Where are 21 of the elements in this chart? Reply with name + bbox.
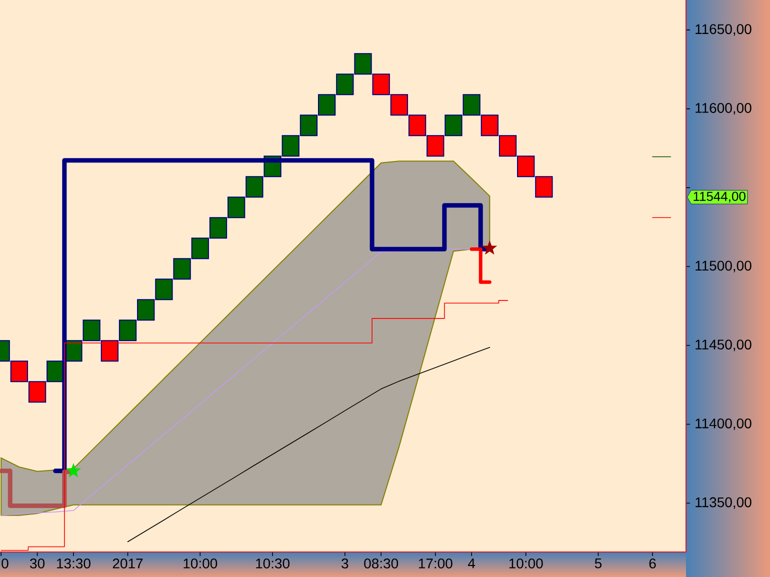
x-tick-label: 10:30 bbox=[256, 558, 290, 568]
line-series bbox=[0, 248, 472, 516]
y-tick-label: 11400,00 bbox=[696, 418, 752, 430]
x-tick-label: 2017 bbox=[112, 558, 143, 568]
x-tick-label: 4 bbox=[468, 558, 476, 568]
x-tick-label: 30 bbox=[30, 558, 45, 568]
y-tick-label: 11600,00 bbox=[696, 103, 752, 115]
x-tick-label: 10:00 bbox=[184, 558, 218, 568]
x-tick-label: 3 bbox=[342, 558, 348, 568]
x-tick-label: 6 bbox=[649, 558, 656, 568]
text: 11544,00 bbox=[694, 192, 746, 202]
y-tick-label: 11350,00 bbox=[696, 497, 752, 509]
x-tick-label: 17:00 bbox=[418, 558, 452, 568]
x-tick-label: 10:00 bbox=[509, 558, 543, 568]
y-tick-label: 11650,00 bbox=[696, 24, 752, 36]
x-tick-label: 5 bbox=[594, 558, 602, 568]
y-tick-label: 11500,00 bbox=[696, 260, 752, 272]
x-tick-label: 08:30 bbox=[364, 558, 398, 568]
x-tick-label: 13:30 bbox=[57, 558, 90, 568]
x-tick-label: 0 bbox=[2, 558, 8, 568]
y-tick-label: 11450,00 bbox=[696, 340, 752, 352]
